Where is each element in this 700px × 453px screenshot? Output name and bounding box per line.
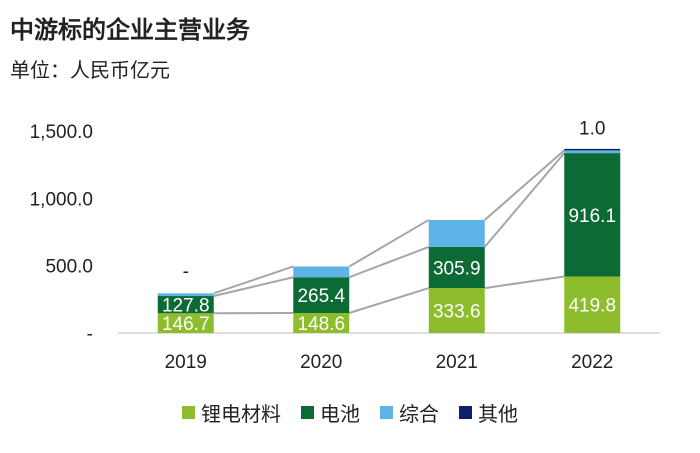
legend-swatch (380, 406, 393, 419)
connector-line (484, 275, 565, 290)
chart-subtitle: 单位：人民币亿元 (10, 58, 170, 82)
bar-综合-2021 (428, 219, 485, 247)
data-label: 333.6 (433, 302, 481, 323)
data-label: 1.0 (579, 118, 605, 139)
bar-综合-2020 (293, 266, 350, 278)
bar-其他-2022 (564, 148, 621, 151)
bar-电池-2022 (564, 153, 621, 277)
bar-锂电材料-2021 (428, 288, 485, 333)
y-tick-label: 1,000.0 (30, 189, 93, 210)
legend-item: 锂电材料 (182, 398, 281, 427)
y-tick-label: - (87, 324, 93, 345)
x-tick-label: 2020 (300, 352, 342, 373)
bar-电池-2020 (293, 277, 350, 313)
bar-综合-2022 (564, 150, 621, 154)
legend: 锂电材料 电池 综合 其他 (0, 398, 700, 427)
legend-item: 其他 (459, 398, 518, 427)
x-tick-label: 2019 (165, 352, 207, 373)
data-label: 146.7 (162, 314, 210, 335)
connector-line (484, 149, 565, 221)
connector-line (348, 287, 430, 314)
legend-swatch (301, 406, 314, 419)
data-label: - (183, 261, 189, 282)
data-label: 265.4 (297, 286, 345, 307)
legend-label: 其他 (478, 402, 518, 426)
bar-锂电材料-2020 (293, 312, 350, 333)
data-label: 305.9 (433, 258, 481, 279)
x-tick-label: 2022 (571, 352, 613, 373)
bar-电池-2019 (157, 296, 214, 314)
bar-电池-2021 (428, 246, 485, 289)
legend-label: 电池 (320, 402, 360, 426)
y-tick-label: 500.0 (45, 257, 93, 278)
x-tick-label: 2021 (436, 352, 478, 373)
connector-line (483, 152, 566, 248)
legend-item: 电池 (301, 398, 360, 427)
data-label: 148.6 (297, 314, 345, 335)
connector-line (213, 265, 294, 295)
legend-item: 综合 (380, 398, 439, 427)
bar-综合-2019 (157, 293, 214, 297)
legend-swatch (459, 406, 472, 419)
chart-title: 中游标的企业主营业务 (10, 16, 250, 44)
data-label: 419.8 (568, 296, 616, 317)
connector-line (213, 276, 294, 298)
y-tick-label: 1,500.0 (30, 122, 93, 143)
legend-swatch (182, 406, 195, 419)
data-label: 916.1 (568, 206, 616, 227)
legend-label: 锂电材料 (201, 402, 281, 426)
data-label: 127.8 (162, 296, 210, 317)
connector-line (348, 219, 430, 268)
connector-line (348, 245, 430, 279)
legend-label: 综合 (399, 402, 439, 426)
bar-锂电材料-2019 (157, 313, 214, 333)
bar-锂电材料-2022 (564, 276, 621, 333)
